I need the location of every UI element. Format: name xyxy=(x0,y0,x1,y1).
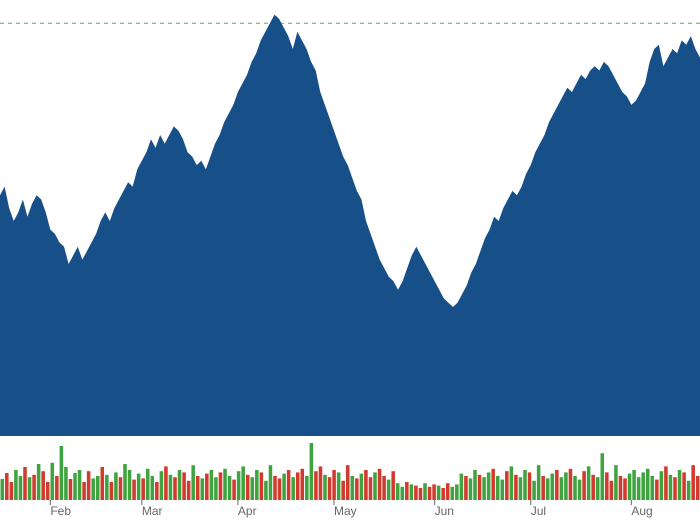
x-axis-label: Mar xyxy=(142,504,163,518)
x-axis-label: Feb xyxy=(50,504,71,518)
stock-chart: Feb Mar Apr May Jun Jul Aug xyxy=(0,0,700,525)
x-axis-label: May xyxy=(334,504,357,518)
x-axis-label: Jul xyxy=(531,504,546,518)
x-axis-label: Apr xyxy=(238,504,257,518)
chart-svg: Feb Mar Apr May Jun Jul Aug xyxy=(0,0,700,525)
x-axis-label: Aug xyxy=(631,504,652,518)
x-axis-label: Jun xyxy=(435,504,454,518)
